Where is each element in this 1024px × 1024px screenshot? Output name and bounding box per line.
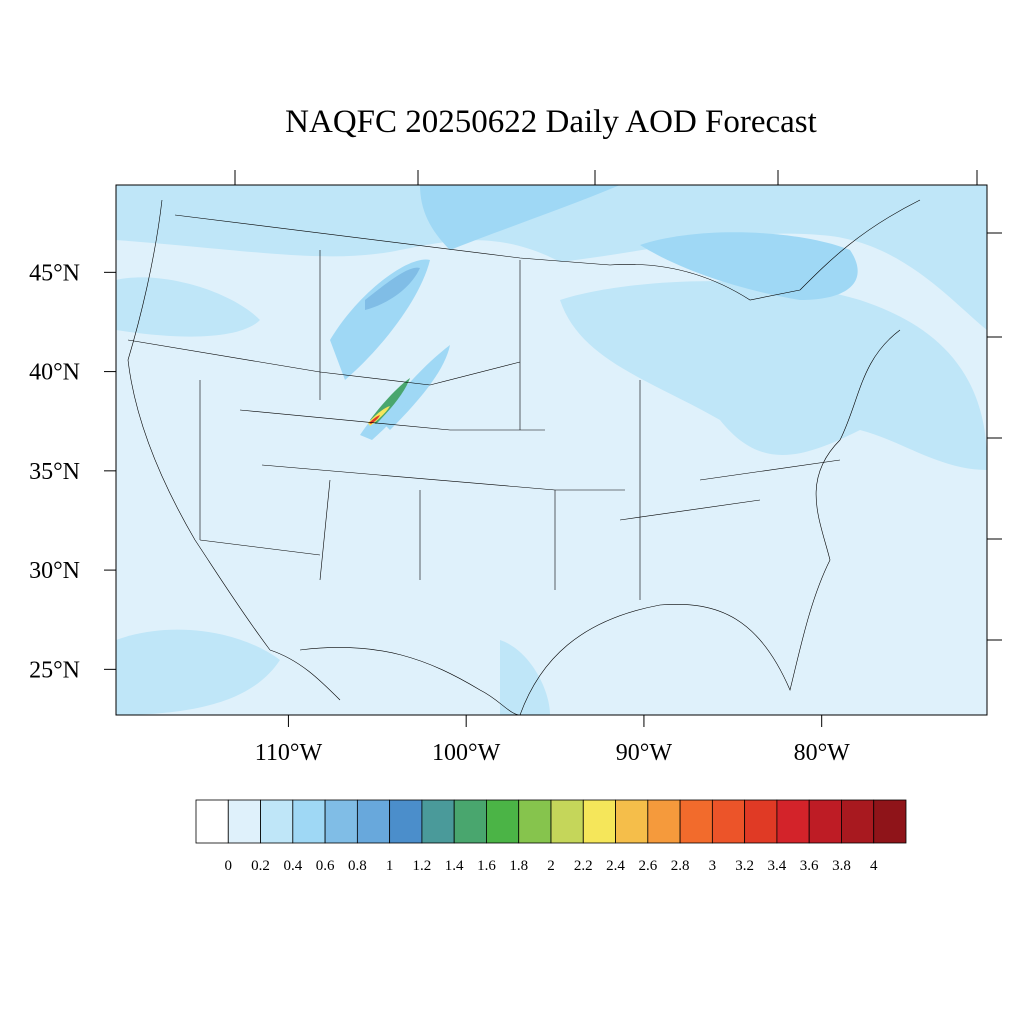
y-tick-label: 25°N — [29, 657, 80, 683]
colorbar: 0 0.2 0.4 0.6 0.8 1 1.2 1.4 1.6 1.8 2 2.2 2.4 2.6 2.8 3… — [195, 799, 907, 874]
colorbar-box — [421, 799, 455, 844]
colorbar-label: 3.6 — [800, 858, 819, 874]
y-tick-label: 30°N — [29, 558, 80, 584]
aod-region — [116, 277, 260, 337]
colorbar-label: 0 — [225, 858, 233, 874]
colorbar-label: 1.6 — [477, 858, 496, 874]
colorbar-label: 0.2 — [251, 858, 270, 874]
colorbar-box — [227, 799, 261, 844]
colorbar-box — [873, 799, 907, 844]
map-frame — [115, 184, 988, 716]
y-tick-label: 40°N — [29, 360, 80, 386]
colorbar-label: 3.4 — [768, 858, 787, 874]
axes: 110°W 100°W 90°W 80°W 25°N 30°N 35°N 40°N 45°N — [29, 260, 850, 766]
colorbar-box — [260, 799, 294, 844]
colorbar-box — [679, 799, 713, 844]
colorbar-box — [550, 799, 584, 844]
colorbar-label: 1.4 — [445, 858, 464, 874]
colorbar-label: 2.4 — [606, 858, 625, 874]
x-tick-label: 100°W — [432, 740, 501, 766]
colorbar-label: 2 — [547, 858, 555, 874]
aod-region — [500, 640, 550, 715]
colorbar-box — [647, 799, 681, 844]
aod-region — [116, 185, 987, 330]
colorbar-box — [292, 799, 326, 844]
boundaries — [127, 199, 921, 715]
colorbar-box — [195, 799, 229, 844]
colorbar-label: 1.8 — [509, 858, 528, 874]
colorbar-box — [453, 799, 487, 844]
colorbar-box — [776, 799, 810, 844]
colorbar-label: 1.2 — [413, 858, 432, 874]
smoke-plume — [369, 415, 380, 424]
aod-region — [640, 232, 858, 300]
colorbar-label: 1 — [386, 858, 394, 874]
x-tick-label: 110°W — [255, 740, 323, 766]
colorbar-label: 0.6 — [316, 858, 335, 874]
colorbar-box — [486, 799, 520, 844]
aod-region — [560, 281, 987, 470]
colorbar-box — [744, 799, 778, 844]
colorbar-box — [841, 799, 875, 844]
colorbar-label: 0.4 — [283, 858, 302, 874]
colorbar-label: 2.2 — [574, 858, 593, 874]
y-tick-label: 45°N — [29, 260, 80, 286]
y-tick-label: 35°N — [29, 459, 80, 485]
colorbar-label: 4 — [870, 858, 878, 874]
colorbar-box — [389, 799, 423, 844]
aod-region — [365, 267, 420, 310]
colorbar-label: 0.8 — [348, 858, 367, 874]
aod-region — [116, 629, 280, 715]
colorbar-box — [324, 799, 358, 844]
colorbar-box — [711, 799, 746, 844]
aod-region — [420, 185, 620, 250]
colorbar-box — [518, 799, 552, 844]
x-tick-label: 90°W — [616, 740, 673, 766]
frame-ticks — [234, 170, 1002, 641]
colorbar-box — [808, 799, 842, 844]
map-title: NAQFC 20250622 Daily AOD Forecast — [285, 104, 817, 140]
map-field — [116, 185, 987, 715]
colorbar-box — [582, 799, 616, 844]
colorbar-label: 2.8 — [671, 858, 690, 874]
aod-region — [330, 259, 430, 380]
colorbar-label: 3.8 — [832, 858, 851, 874]
colorbar-label: 2.6 — [638, 858, 657, 874]
colorbar-box — [615, 799, 649, 844]
x-tick-label: 80°W — [794, 740, 851, 766]
colorbar-box — [356, 799, 391, 844]
colorbar-label: 3.2 — [735, 858, 754, 874]
colorbar-label: 3 — [709, 858, 717, 874]
